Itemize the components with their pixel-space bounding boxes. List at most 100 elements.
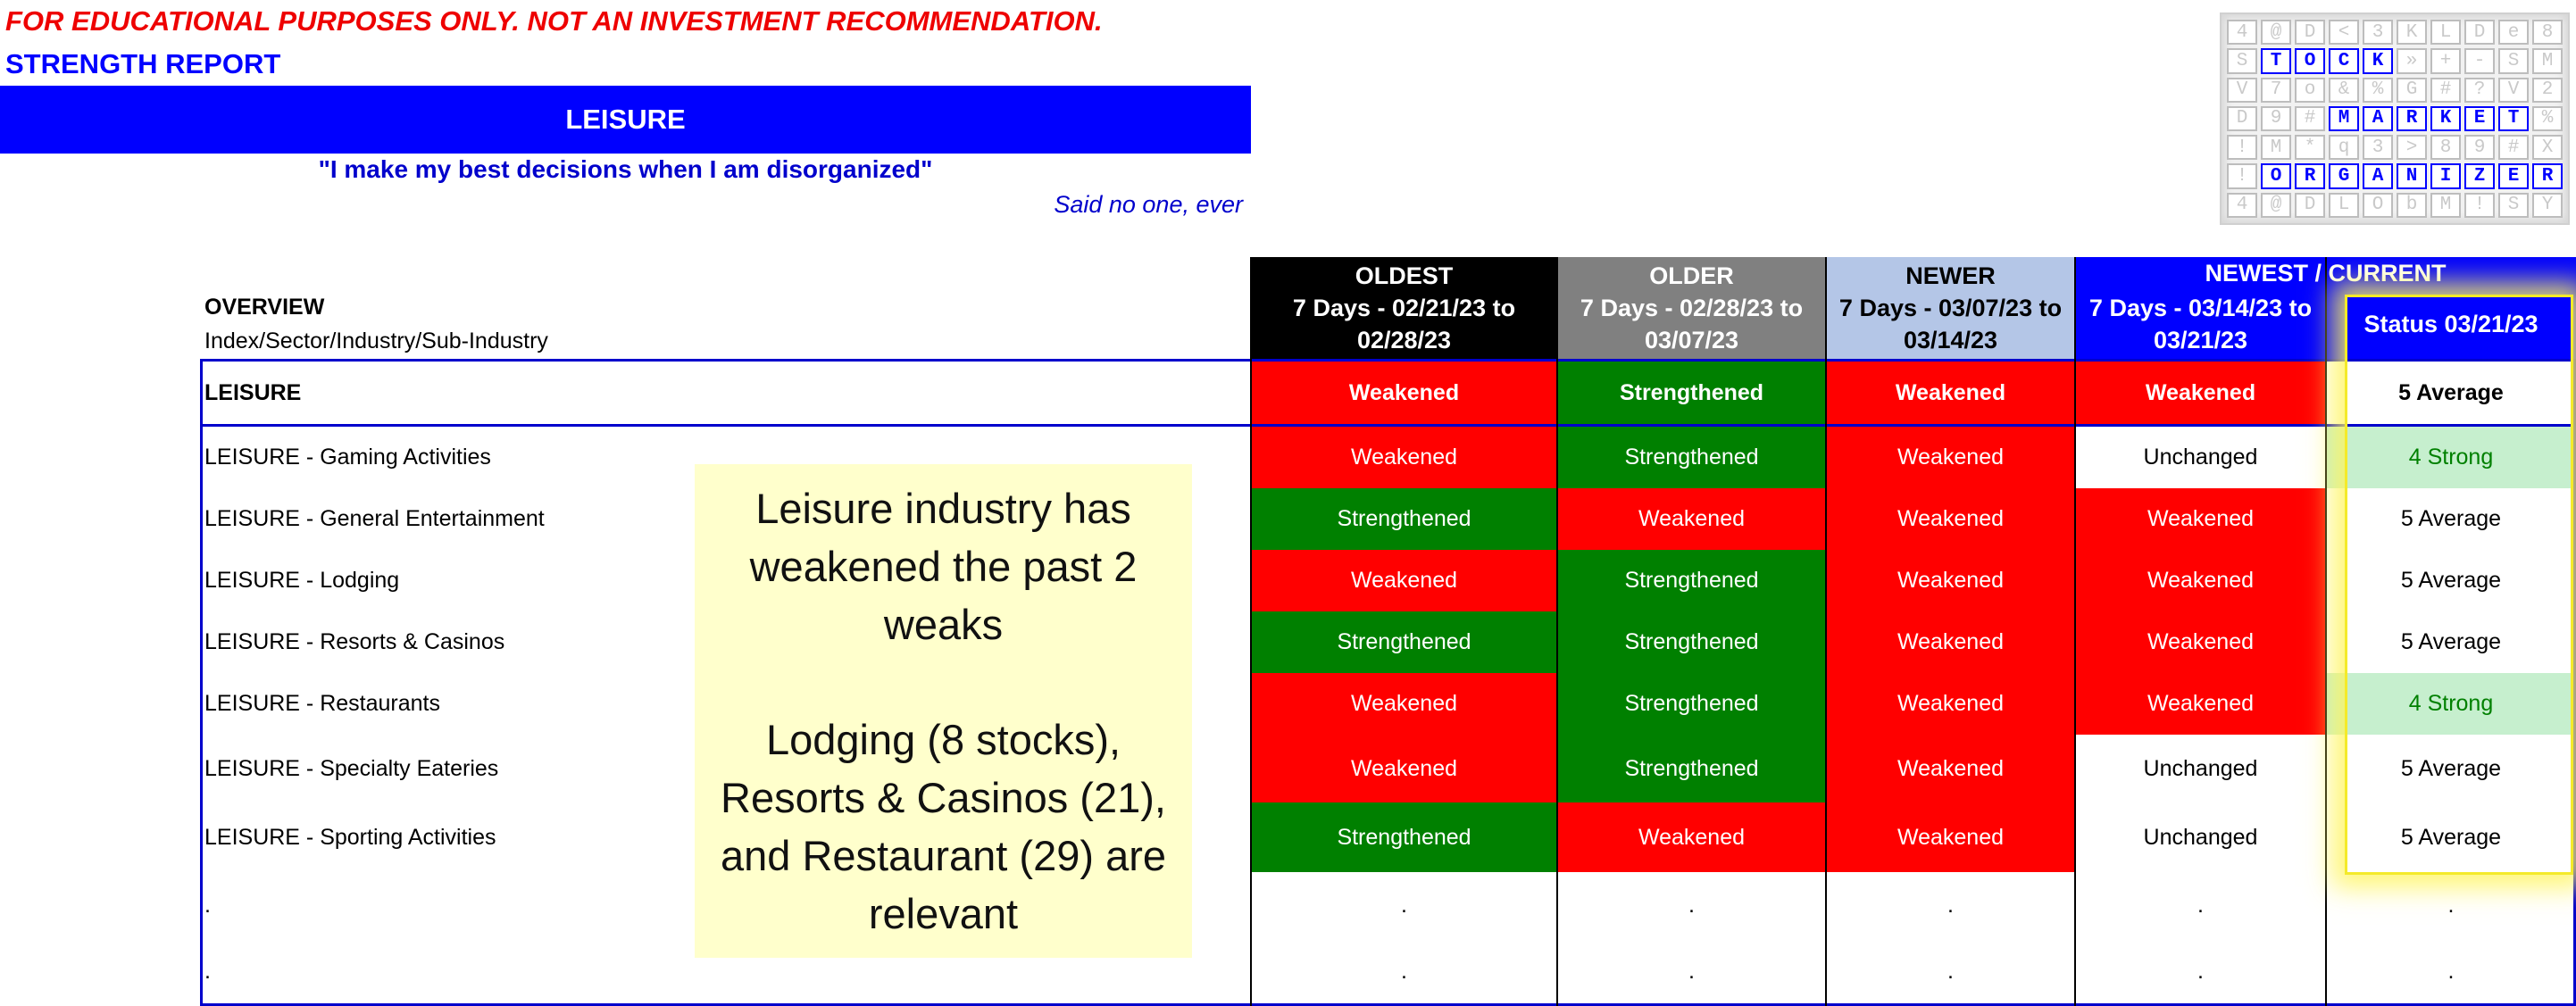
logo-letter: q (2329, 135, 2359, 161)
column-divider (1825, 257, 1827, 1006)
note-line: Lodging (8 stocks), (765, 716, 1121, 763)
table-frame (200, 359, 2576, 1006)
status-cell: . (2326, 939, 2576, 1004)
strength-cell: Weakened (1251, 427, 1557, 488)
logo-letter: & (2329, 77, 2359, 103)
logo-letter: V (2498, 77, 2529, 103)
strength-cell: Weakened (1251, 673, 1557, 735)
status-cell: . (2326, 872, 2576, 939)
logo-letter: e (2498, 20, 2529, 46)
note-line: Leisure industry has (755, 485, 1131, 532)
note-line: weakened the past 2 (749, 543, 1138, 590)
status-cell: 5 Average (2326, 735, 2576, 802)
note-line: relevant (868, 890, 1019, 937)
logo-letter: K (2363, 48, 2393, 74)
strength-cell: Weakened (2075, 362, 2326, 424)
status-cell: 4 Strong (2326, 427, 2576, 488)
header-newest-range: 7 Days - 03/14/23 to 03/21/23 (2088, 295, 2313, 353)
logo-letter: M (2329, 105, 2359, 132)
logo-letter: @ (2261, 20, 2291, 46)
strength-cell: Weakened (1826, 550, 2075, 611)
row-label: LEISURE - Gaming Activities (204, 445, 491, 470)
logo-letter: 8 (2532, 20, 2563, 46)
logo-letter: > (2397, 135, 2427, 161)
logo-letter: D (2295, 20, 2325, 46)
logo-letter: » (2397, 48, 2427, 74)
strength-cell: Strengthened (1557, 611, 1826, 673)
logo-letter: A (2363, 163, 2393, 189)
header-older-title: OLDER (1649, 262, 1734, 289)
header-status: Status 03/21/23 (2363, 311, 2538, 337)
row-label: LEISURE - Specialty Eateries (204, 755, 499, 781)
logo-letter: D (2227, 105, 2257, 132)
strength-cell: Weakened (2075, 673, 2326, 735)
logo-letter: M (2261, 135, 2291, 161)
header-oldest-title: OLDEST (1355, 262, 1454, 289)
logo-letter: 2 (2532, 77, 2563, 103)
logo-letter: T (2498, 105, 2529, 132)
logo-letter: L (2329, 192, 2359, 218)
strength-cell: Weakened (1251, 735, 1557, 802)
logo-letter: E (2464, 105, 2495, 132)
logo-letter: b (2397, 192, 2427, 218)
strength-cell: Unchanged (2075, 427, 2326, 488)
row-label: LEISURE - Restaurants (204, 691, 440, 716)
status-cell: 5 Average (2326, 611, 2576, 673)
note-line: weaks (883, 601, 1004, 648)
logo-letter: ! (2227, 163, 2257, 189)
logo-letter: ? (2464, 77, 2495, 103)
logo-letter: M (2430, 192, 2461, 218)
strength-cell: Strengthened (1557, 673, 1826, 735)
column-divider (1250, 257, 1252, 1006)
report-title: STRENGTH REPORT (5, 48, 281, 79)
logo-letter: S (2227, 48, 2257, 74)
column-divider (2074, 257, 2076, 1006)
row-label: . (204, 959, 211, 984)
strength-cell: Strengthened (1251, 488, 1557, 550)
strength-cell: Weakened (2075, 550, 2326, 611)
logo-letter: K (2430, 105, 2461, 132)
strength-cell: . (1826, 939, 2075, 1004)
logo-letter: N (2397, 163, 2427, 189)
header-newer-range: 7 Days - 03/07/23 to 03/14/23 (1838, 295, 2063, 353)
status-cell: 4 Strong (2326, 673, 2576, 735)
logo-letter: - (2464, 48, 2495, 74)
logo-letter: M (2532, 48, 2563, 74)
column-divider (1556, 257, 1558, 1006)
row-label: LEISURE - Lodging (204, 568, 400, 593)
column-divider (2325, 257, 2327, 1006)
strength-cell: Weakened (1251, 362, 1557, 424)
logo-letter: 9 (2261, 105, 2291, 132)
logo-letter: O (2363, 192, 2393, 218)
logo-letter: # (2430, 77, 2461, 103)
note-line: Resorts & Casinos (21), (721, 774, 1166, 821)
strength-cell: Strengthened (1557, 427, 1826, 488)
header-newer-title: NEWER (1905, 262, 1996, 289)
header-oldest-range: 7 Days - 02/21/23 to 02/28/23 (1292, 295, 1516, 353)
logo-letter: # (2498, 135, 2529, 161)
logo-letter: Z (2464, 163, 2495, 189)
strength-cell: Weakened (1826, 802, 2075, 872)
logo-letter: ! (2227, 135, 2257, 161)
strength-cell: Unchanged (2075, 735, 2326, 802)
strength-cell: Weakened (2075, 488, 2326, 550)
sector-banner: LEISURE (0, 86, 1251, 154)
logo-letter: < (2329, 20, 2359, 46)
logo-letter: I (2430, 163, 2461, 189)
logo-letter: G (2329, 163, 2359, 189)
logo-letter: + (2430, 48, 2461, 74)
strength-cell: Weakened (1826, 488, 2075, 550)
strength-cell: Weakened (2075, 611, 2326, 673)
logo-letter: 4 (2227, 20, 2257, 46)
row-label: LEISURE - General Entertainment (204, 506, 545, 531)
status-cell: 5 Average (2326, 550, 2576, 611)
strength-cell: Strengthened (1557, 550, 1826, 611)
row-label: LEISURE (204, 379, 302, 405)
header-older: OLDER 7 Days - 02/28/23 to 03/07/23 (1557, 257, 1826, 359)
strength-cell: Weakened (1826, 362, 2075, 424)
logo-letter: 4 (2227, 192, 2257, 218)
logo-letter: R (2295, 163, 2325, 189)
strength-cell: . (1251, 872, 1557, 939)
logo-letter: C (2329, 48, 2359, 74)
logo-letter: # (2295, 105, 2325, 132)
